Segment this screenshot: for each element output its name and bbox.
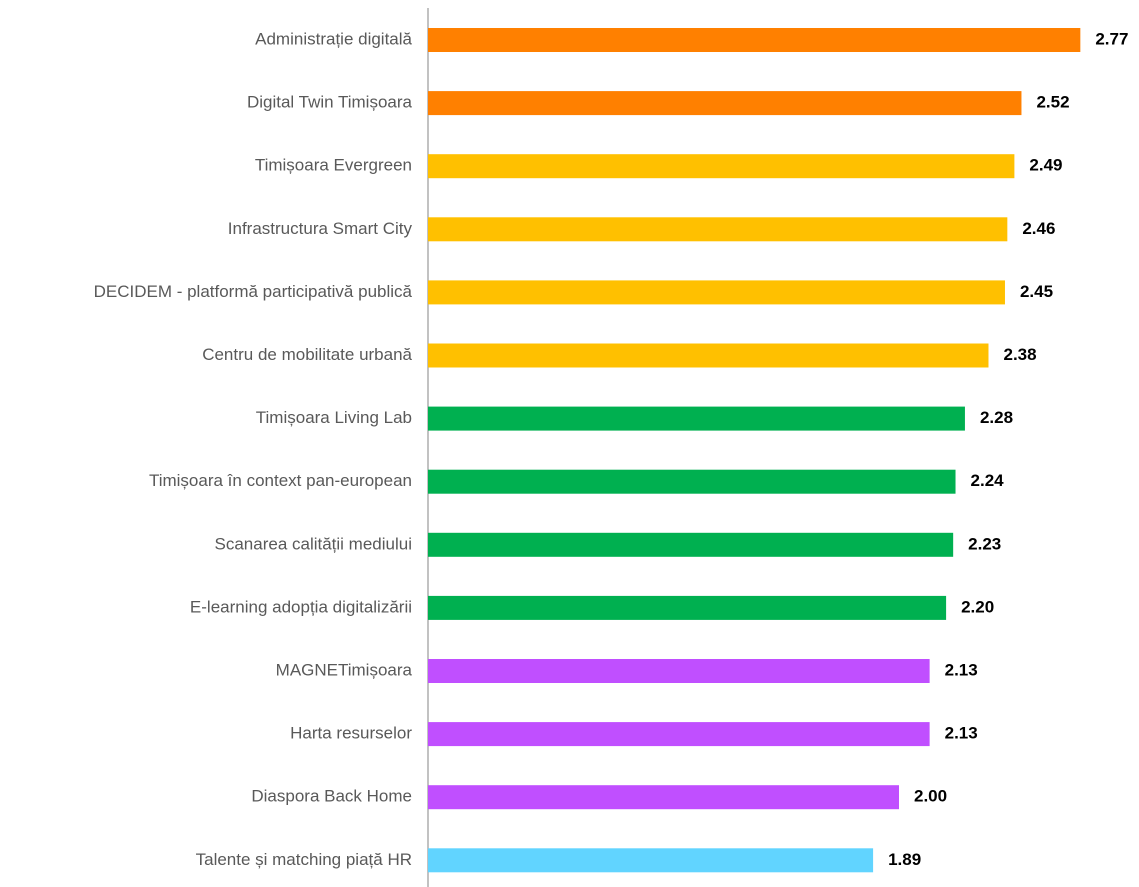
bar xyxy=(428,595,947,620)
category-label: DECIDEM - platformă participativă public… xyxy=(94,282,413,301)
category-label: Timișoara Evergreen xyxy=(255,156,412,175)
bar xyxy=(428,848,874,873)
value-label: 2.38 xyxy=(1003,345,1036,364)
category-label: Talente și matching piață HR xyxy=(196,850,412,869)
value-label: 2.28 xyxy=(980,408,1013,427)
value-label: 2.49 xyxy=(1029,156,1062,175)
category-label: Harta resurselor xyxy=(290,724,412,743)
value-label: 2.00 xyxy=(914,787,947,806)
category-label: Administrație digitală xyxy=(255,29,412,48)
value-label: 2.13 xyxy=(945,724,978,743)
category-label: Timișoara Living Lab xyxy=(256,408,412,427)
bar xyxy=(428,406,965,431)
category-label: Timișoara în context pan-european xyxy=(149,471,412,490)
value-label: 2.52 xyxy=(1036,93,1069,112)
value-label: 2.13 xyxy=(945,660,978,679)
bar xyxy=(428,659,930,683)
bar xyxy=(428,154,1015,179)
bar xyxy=(428,91,1022,116)
value-label: 1.89 xyxy=(888,850,921,869)
bar xyxy=(428,280,1005,305)
bar xyxy=(428,343,989,368)
category-label: Diaspora Back Home xyxy=(251,787,412,806)
bar xyxy=(428,469,956,494)
category-label: E-learning adopția digitalizării xyxy=(190,597,412,616)
category-label: Infrastructura Smart City xyxy=(228,219,413,238)
value-label: 2.46 xyxy=(1022,219,1055,238)
value-label: 2.77 xyxy=(1095,29,1128,48)
value-label: 2.45 xyxy=(1020,282,1053,301)
category-label: Digital Twin Timișoara xyxy=(247,93,413,112)
value-label: 2.20 xyxy=(961,597,994,616)
category-label: MAGNETimișoara xyxy=(276,660,413,679)
value-label: 2.23 xyxy=(968,534,1001,553)
bar xyxy=(428,217,1008,242)
bar xyxy=(428,532,954,557)
bar xyxy=(428,28,1081,52)
value-label: 2.24 xyxy=(971,471,1005,490)
category-label: Scanarea calității mediului xyxy=(215,534,413,553)
bar xyxy=(428,785,899,810)
bar xyxy=(428,722,930,747)
category-label: Centru de mobilitate urbană xyxy=(202,345,412,364)
